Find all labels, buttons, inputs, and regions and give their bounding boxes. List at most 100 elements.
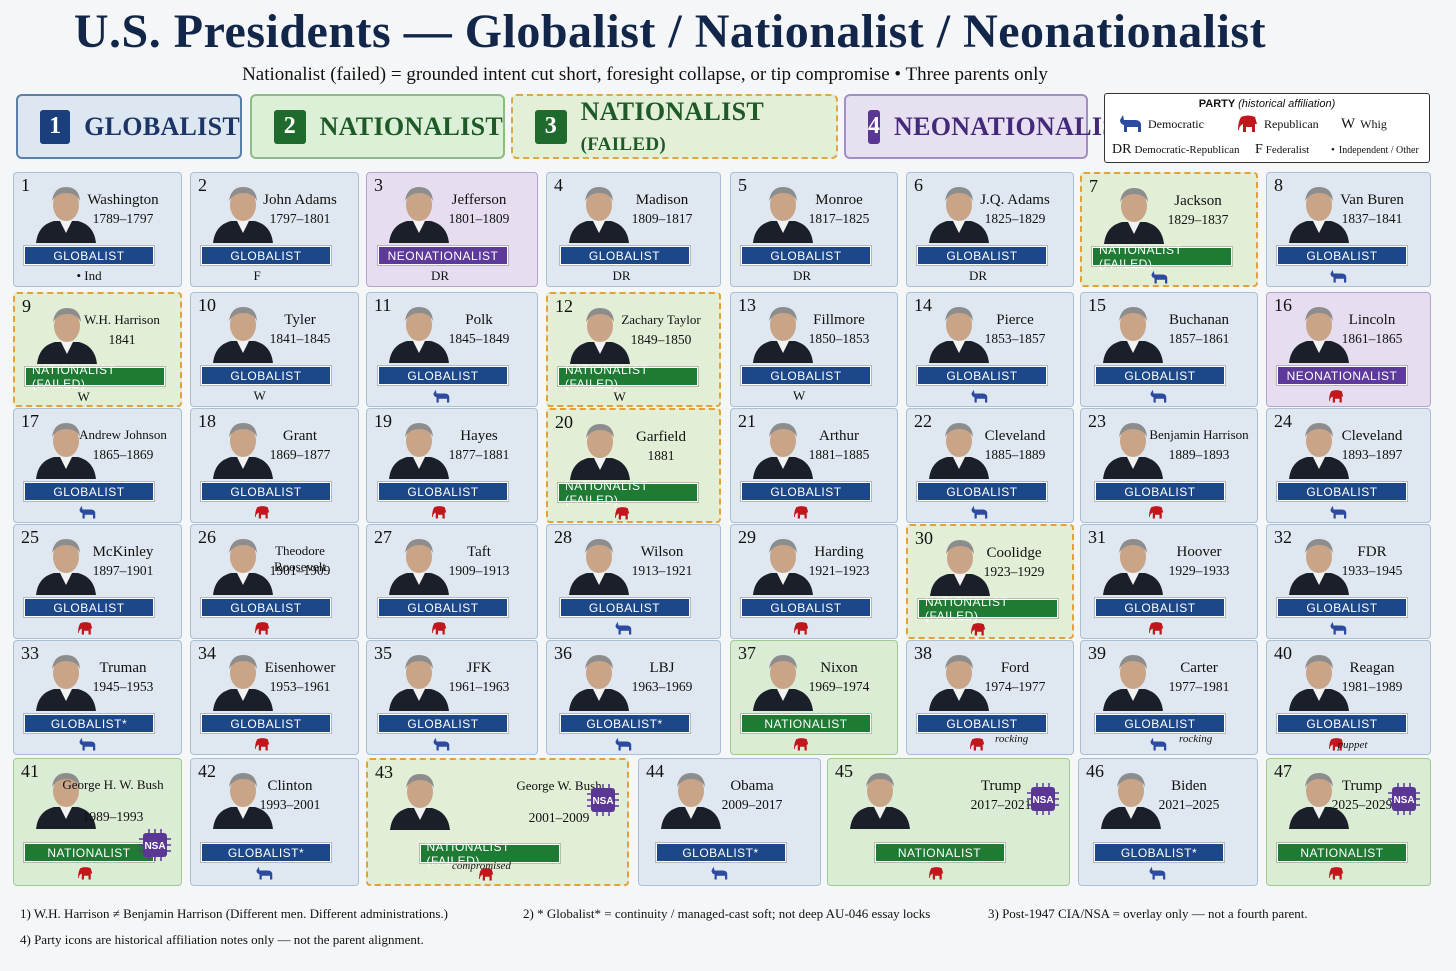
portrait-icon bbox=[1289, 423, 1349, 479]
party-icon bbox=[77, 620, 94, 636]
president-years: 1850–1853 bbox=[808, 331, 870, 346]
president-number: 7 bbox=[1089, 176, 1098, 196]
category-label: NATIONALIST bbox=[319, 111, 503, 141]
president-card-37: 37 Nixon 1969–1974 NATIONALIST bbox=[730, 640, 898, 755]
president-years: 2017–2021 bbox=[970, 797, 1032, 812]
president-number: 15 bbox=[1088, 295, 1106, 315]
president-name: Buchanan bbox=[1169, 312, 1229, 328]
portrait-icon bbox=[661, 773, 721, 829]
president-name: Hoover bbox=[1176, 544, 1222, 560]
president-card-16: 16 Lincoln 1861–1865 NEONATIONALIST bbox=[1266, 292, 1431, 407]
elephant-icon bbox=[1328, 866, 1343, 879]
portrait-icon bbox=[389, 655, 449, 711]
annotation-note: rocking bbox=[995, 733, 1029, 745]
president-card-46: 46 Biden 2021–2025 GLOBALIST* bbox=[1078, 758, 1258, 886]
alignment-badge: NEONATIONALIST bbox=[1276, 365, 1408, 386]
category-neonationalist: 4 NEONATIONALIST bbox=[844, 94, 1134, 159]
party-icon bbox=[613, 736, 633, 752]
donkey-icon bbox=[256, 866, 272, 879]
elephant-icon bbox=[254, 621, 269, 634]
elephant-icon bbox=[254, 505, 269, 518]
president-name: Pierce bbox=[996, 312, 1034, 328]
category-number: 4 bbox=[868, 109, 880, 144]
portrait-icon bbox=[1289, 773, 1349, 829]
party-text: DR bbox=[969, 268, 988, 283]
president-name: Clinton bbox=[267, 778, 313, 794]
elephant-icon bbox=[970, 737, 985, 750]
alignment-badge: GLOBALIST* bbox=[200, 842, 332, 863]
president-card-4: 4 Madison 1809–1817 GLOBALIST DR bbox=[546, 172, 721, 287]
elephant-icon bbox=[478, 867, 493, 880]
president-years: 1801–1809 bbox=[448, 211, 510, 226]
alignment-badge: GLOBALIST bbox=[740, 481, 872, 502]
nsa-overlay: NSA bbox=[587, 784, 619, 816]
president-card-7: 7 Jackson 1829–1837 NATIONALIST (FAILED) bbox=[1080, 172, 1258, 287]
elephant-icon bbox=[1149, 505, 1164, 518]
party-icon: DR bbox=[969, 268, 987, 284]
president-years: 1963–1969 bbox=[631, 679, 693, 694]
president-card-44: 44 Obama 2009–2017 GLOBALIST* bbox=[638, 758, 821, 886]
president-number: 5 bbox=[738, 175, 747, 195]
president-card-27: 27 Taft 1909–1913 GLOBALIST bbox=[366, 524, 538, 639]
president-number: 13 bbox=[738, 295, 756, 315]
president-card-29: 29 Harding 1921–1923 GLOBALIST bbox=[730, 524, 898, 639]
president-card-13: 13 Fillmore 1850–1853 GLOBALIST W bbox=[730, 292, 898, 407]
president-years: 1877–1881 bbox=[448, 447, 510, 462]
alignment-badge: GLOBALIST bbox=[740, 365, 872, 386]
president-years: 1897–1901 bbox=[92, 563, 154, 578]
donkey-icon bbox=[433, 737, 450, 750]
footnote-4: 4) Party icons are historical affiliatio… bbox=[20, 932, 424, 947]
elephant-icon bbox=[432, 505, 447, 518]
elephant-icon bbox=[971, 622, 986, 635]
president-number: 30 bbox=[915, 528, 933, 548]
donkey-icon bbox=[1330, 621, 1346, 634]
president-name: Monroe bbox=[815, 192, 863, 208]
president-years: 1841 bbox=[108, 332, 136, 347]
president-years: 1974–1977 bbox=[984, 679, 1046, 694]
alignment-badge: GLOBALIST* bbox=[23, 713, 155, 734]
alignment-badge: GLOBALIST bbox=[200, 481, 332, 502]
president-name: Reagan bbox=[1349, 660, 1395, 676]
party-icon bbox=[1148, 736, 1168, 752]
donkey-icon bbox=[615, 621, 631, 634]
president-card-47: 47 Trump 2025–2029 NATIONALIST NSA bbox=[1266, 758, 1431, 886]
party-icon bbox=[431, 504, 448, 520]
president-name: Ford bbox=[1000, 660, 1030, 676]
portrait-icon bbox=[36, 187, 96, 243]
president-card-41: 41 George H. W. Bush 1989–1993 NATIONALIST N… bbox=[13, 758, 182, 886]
president-years: 1837–1841 bbox=[1341, 211, 1403, 226]
president-years: 1885–1889 bbox=[984, 447, 1046, 462]
footnote-1: 1) W.H. Harrison ≠ Benjamin Harrison (Di… bbox=[20, 906, 448, 921]
alignment-badge: GLOBALIST bbox=[916, 481, 1048, 502]
president-number: 20 bbox=[555, 412, 573, 432]
president-number: 40 bbox=[1274, 643, 1292, 663]
alignment-badge: GLOBALIST bbox=[1276, 481, 1408, 502]
donkey-icon bbox=[79, 737, 95, 750]
president-name: Wilson bbox=[640, 544, 684, 560]
president-years: 1893–1897 bbox=[1341, 447, 1403, 462]
president-years: 1953–1961 bbox=[269, 679, 331, 694]
president-card-18: 18 Grant 1869–1877 GLOBALIST bbox=[190, 408, 359, 523]
president-number: 41 bbox=[21, 761, 39, 781]
president-name: George H. W. Bush bbox=[62, 777, 164, 792]
president-number: 18 bbox=[198, 411, 216, 431]
portrait-icon bbox=[1103, 307, 1163, 363]
president-number: 24 bbox=[1274, 411, 1292, 431]
svg-text:NSA: NSA bbox=[1032, 795, 1053, 806]
president-card-14: 14 Pierce 1853–1857 GLOBALIST bbox=[906, 292, 1074, 407]
president-number: 31 bbox=[1088, 527, 1106, 547]
party-text: W bbox=[613, 389, 626, 404]
president-years: 1889–1893 bbox=[1168, 447, 1230, 462]
president-name: George W. Bush bbox=[516, 778, 602, 793]
page-subtitle: Nationalist (failed) = grounded intent c… bbox=[242, 64, 1048, 85]
alignment-badge: GLOBALIST bbox=[200, 597, 332, 618]
president-card-17: 17 Andrew Johnson 1865–1869 GLOBALIST bbox=[13, 408, 182, 523]
party-icon bbox=[1148, 504, 1165, 520]
party-icon: F bbox=[254, 268, 261, 284]
party-icon bbox=[478, 866, 495, 882]
president-card-2: 2 John Adams 1797–1801 GLOBALIST F bbox=[190, 172, 359, 287]
president-years: 1881 bbox=[647, 448, 675, 463]
president-name: Arthur bbox=[819, 428, 859, 444]
donkey-icon bbox=[1150, 737, 1167, 750]
president-number: 44 bbox=[646, 761, 664, 781]
